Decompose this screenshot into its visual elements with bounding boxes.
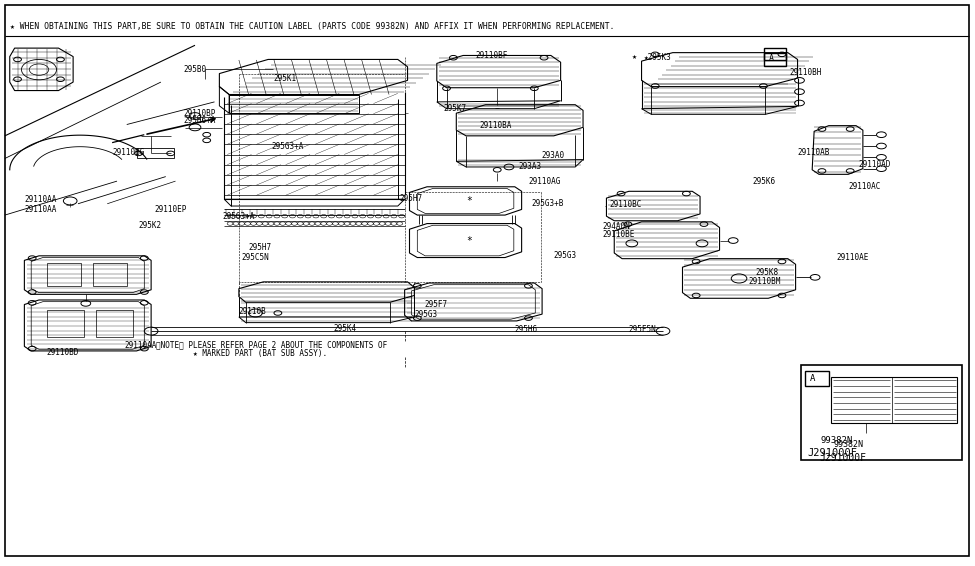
Text: 295H6: 295H6 [515, 325, 538, 334]
Bar [47, 263, 81, 286]
Text: 295B0: 295B0 [183, 65, 207, 74]
Text: A: A [810, 374, 816, 383]
Text: 295G3: 295G3 [554, 251, 577, 260]
Text: 29110BP: 29110BP [183, 109, 215, 118]
Text: ★ WHEN OBTAINING THIS PART,BE SURE TO OBTAIN THE CAUTION LABEL (PARTS CODE 99382: ★ WHEN OBTAINING THIS PART,BE SURE TO OB… [10, 22, 614, 31]
Text: 293A0: 293A0 [541, 151, 565, 160]
Text: 295K6: 295K6 [753, 177, 776, 186]
Text: 294A0N: 294A0N [603, 222, 630, 231]
Text: ★: ★ [632, 52, 637, 61]
Text: 295K8: 295K8 [756, 268, 779, 277]
Text: 295G3+A: 295G3+A [271, 142, 303, 151]
Bar [136, 148, 174, 158]
Bar [764, 48, 786, 60]
Text: *: * [466, 196, 472, 206]
Bar [47, 310, 84, 337]
Text: ★295K3: ★295K3 [644, 53, 671, 62]
Bar [801, 365, 962, 460]
Text: ★ MARKED PART (BAT SUB ASSY).: ★ MARKED PART (BAT SUB ASSY). [156, 349, 328, 358]
Text: 29110AC: 29110AC [848, 182, 880, 191]
Text: A: A [769, 54, 774, 63]
Text: 295G3+B: 295G3+B [531, 199, 564, 208]
Bar [96, 310, 133, 337]
Text: 29110BD: 29110BD [47, 348, 79, 357]
Text: 293A3: 293A3 [519, 162, 542, 171]
Text: 29110BH: 29110BH [790, 68, 822, 77]
Text: 29110BM: 29110BM [749, 277, 781, 286]
Text: 29110AA: 29110AA [24, 195, 57, 204]
Text: 295K2: 295K2 [138, 221, 162, 230]
Bar [93, 263, 127, 286]
Text: 295H7: 295H7 [400, 194, 423, 203]
Text: 29110B: 29110B [239, 307, 266, 316]
Text: 99382N: 99382N [834, 440, 864, 449]
Bar [764, 53, 786, 66]
Text: 295K4: 295K4 [333, 324, 357, 333]
Text: 29110BC: 29110BC [609, 200, 642, 209]
Bar [831, 377, 957, 423]
Text: 29110BE: 29110BE [603, 230, 635, 239]
Text: 29110AG: 29110AG [528, 177, 561, 186]
Text: 29110BA: 29110BA [480, 121, 512, 130]
Text: J291000F: J291000F [807, 448, 857, 458]
Text: 295K7: 295K7 [444, 104, 467, 113]
Text: 29110AA: 29110AA [24, 205, 57, 214]
Text: 29110BF: 29110BF [476, 51, 508, 60]
Text: 99382N: 99382N [821, 436, 853, 445]
Text: J291000F: J291000F [819, 453, 866, 464]
Bar [805, 371, 829, 386]
Text: 295C5N: 295C5N [242, 253, 269, 262]
Text: 29110AE: 29110AE [837, 253, 869, 262]
Text: 295F5N: 295F5N [629, 325, 656, 334]
Text: 29110AD: 29110AD [858, 160, 890, 169]
Text: 295F7: 295F7 [424, 300, 448, 309]
Text: 29110AB: 29110AB [798, 148, 830, 157]
Text: 29110EP: 29110EP [154, 205, 186, 214]
Text: 29110AA: 29110AA [125, 341, 157, 350]
Text: 〈NOTE〉 PLEASE REFER PAGE 2 ABOUT THE COMPONENTS OF: 〈NOTE〉 PLEASE REFER PAGE 2 ABOUT THE COM… [156, 341, 387, 350]
Text: 295H6+A: 295H6+A [183, 116, 215, 125]
Text: *: * [466, 235, 472, 246]
Text: 295G3+A: 295G3+A [222, 212, 254, 221]
Text: 29110BG: 29110BG [112, 148, 144, 157]
Text: 295H7: 295H7 [249, 243, 272, 252]
Text: 295K1: 295K1 [273, 74, 296, 83]
Text: 295G3: 295G3 [414, 310, 438, 319]
